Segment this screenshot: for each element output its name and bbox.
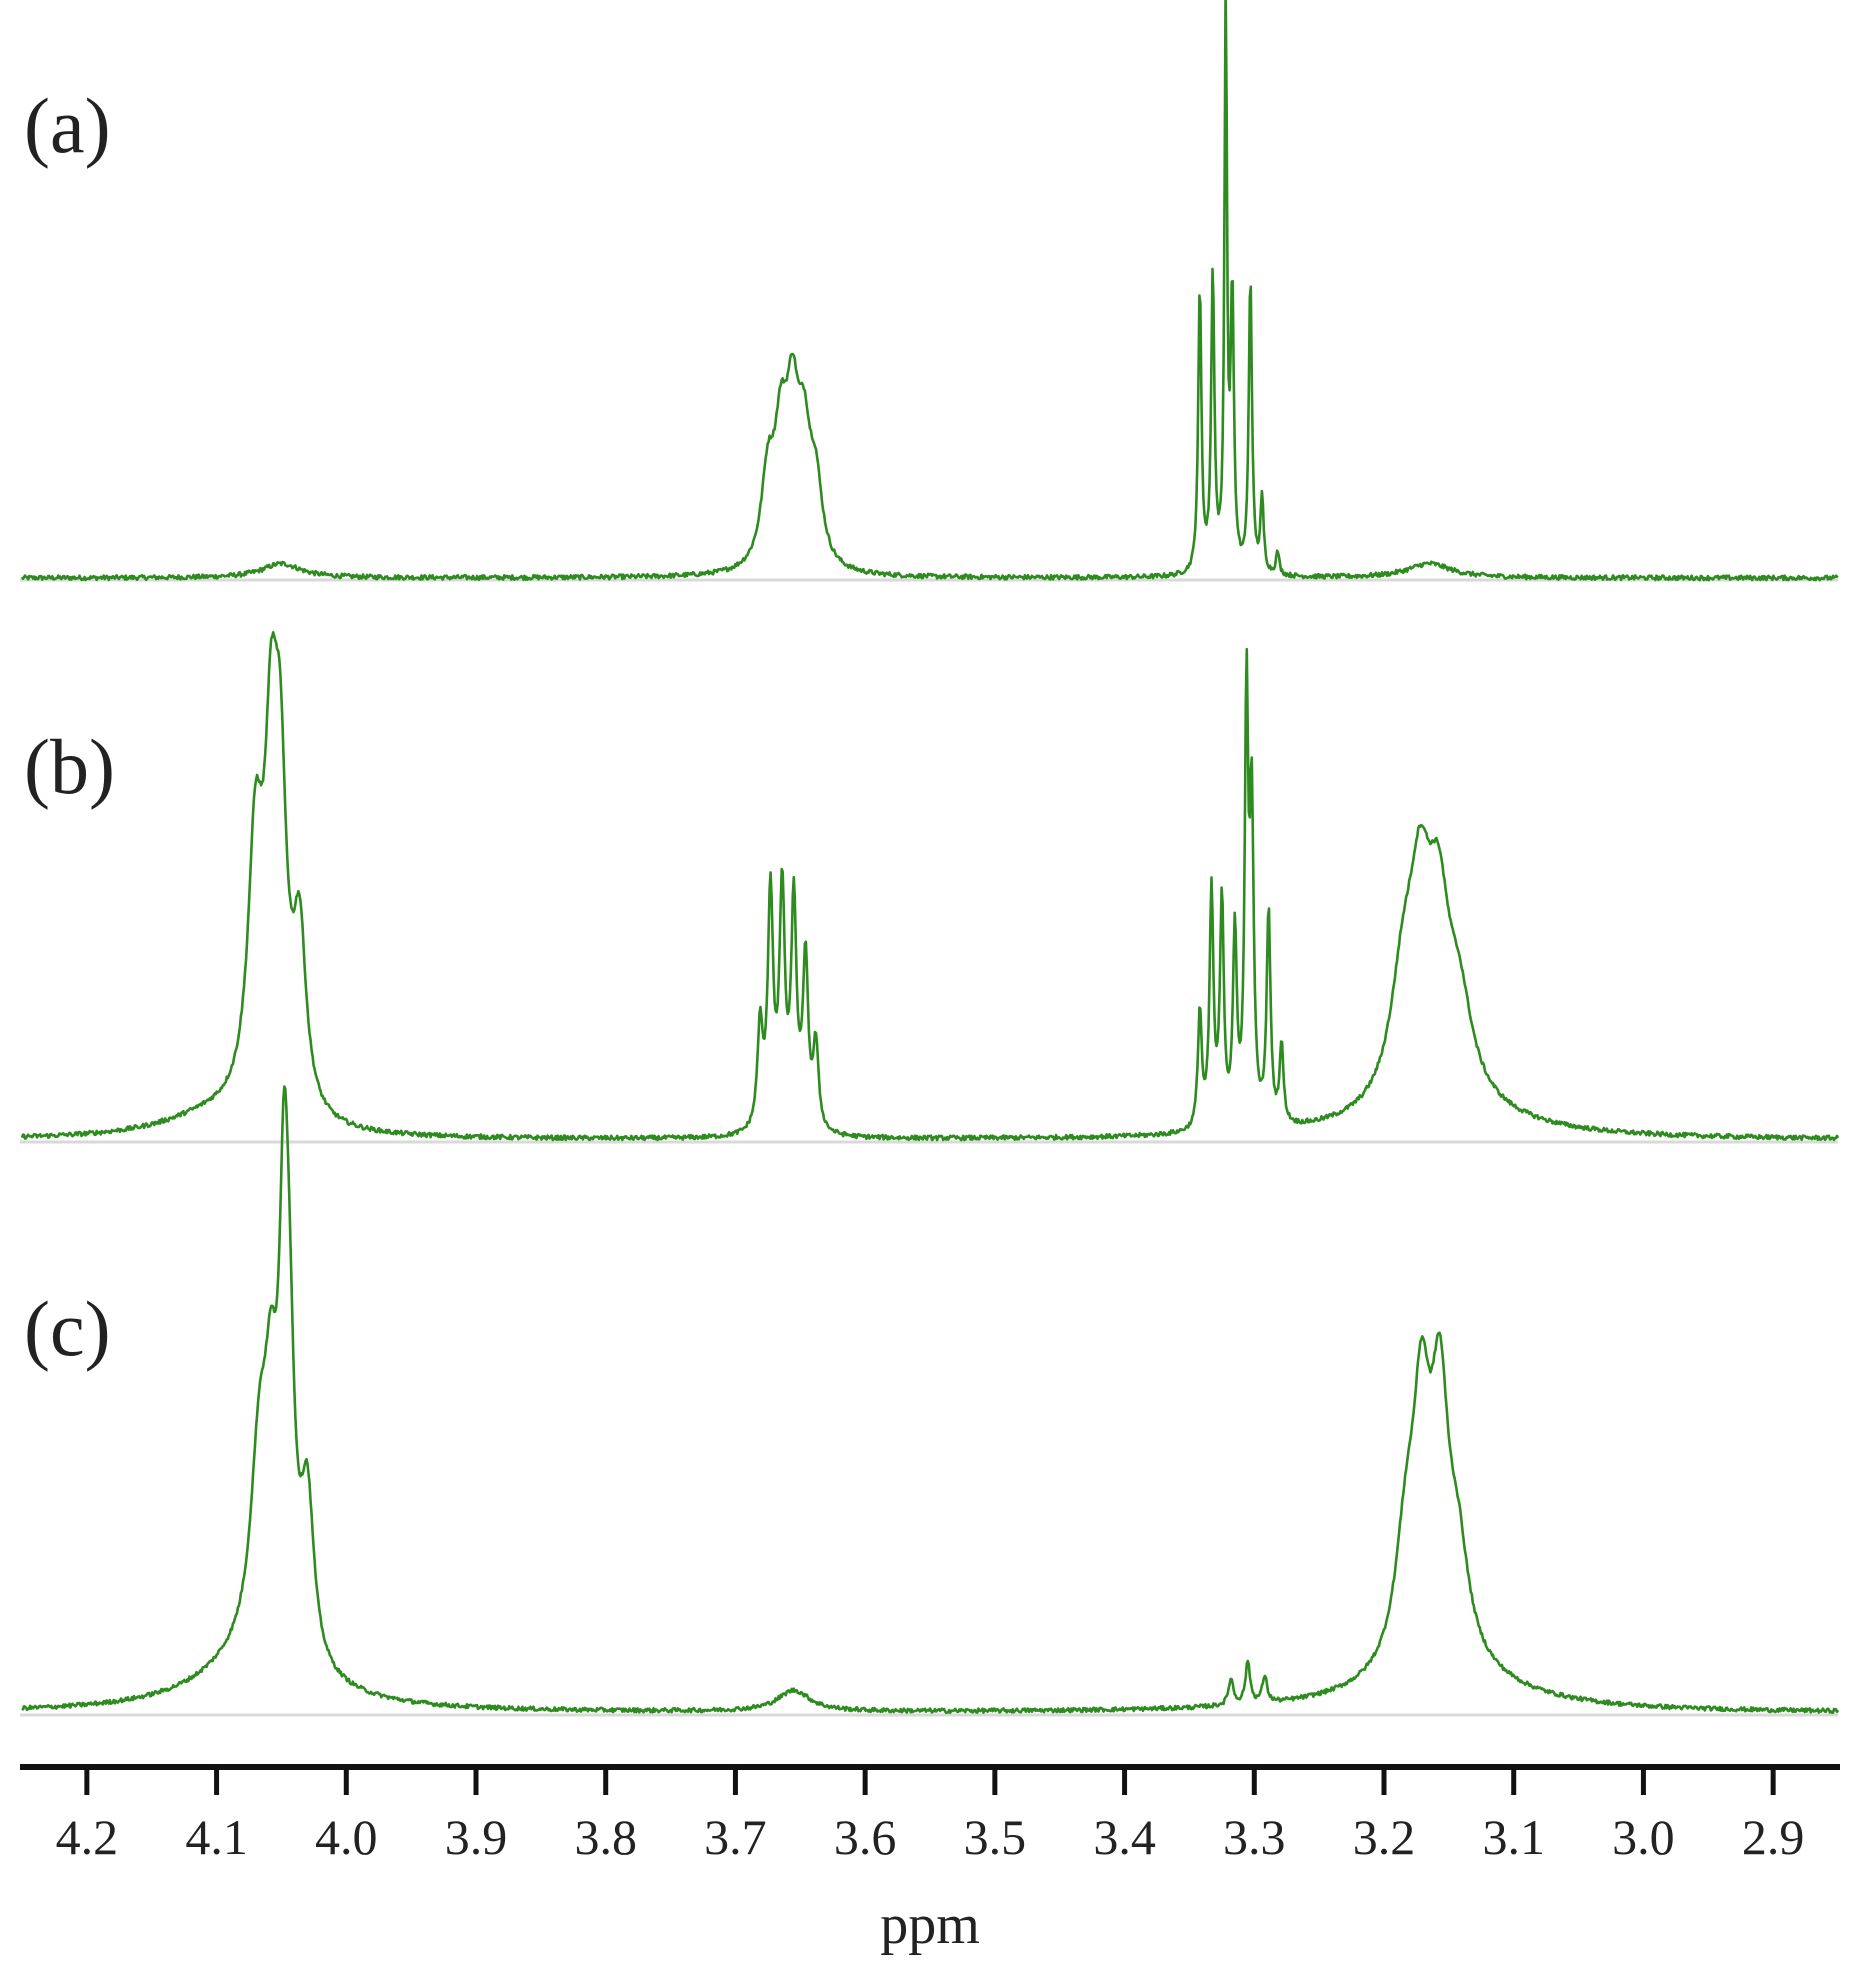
x-tick-label: 3.7 [704, 1809, 767, 1865]
x-tick-label: 3.1 [1482, 1809, 1545, 1865]
x-tick-label: 3.8 [574, 1809, 637, 1865]
x-tick-label: 4.1 [185, 1809, 248, 1865]
x-tick-label: 3.2 [1353, 1809, 1416, 1865]
x-tick-label: 2.9 [1742, 1809, 1805, 1865]
panel-label-1: (a) [24, 82, 111, 169]
spectra-panels: (a) (b) (c) [20, 0, 1840, 1717]
x-tick-label: 4.0 [315, 1809, 378, 1865]
x-axis-label: ppm [880, 1894, 980, 1956]
x-tick-label: 3.6 [834, 1809, 897, 1865]
spectrum-2 [20, 631, 1840, 1142]
x-tick-label: 3.3 [1223, 1809, 1286, 1865]
spectrum-1 [20, 0, 1839, 582]
spectrum-3 [21, 1085, 1840, 1715]
x-tick-label: 3.0 [1612, 1809, 1675, 1865]
x-tick-label: 3.4 [1093, 1809, 1156, 1865]
panel-label-2: (b) [24, 723, 115, 810]
x-tick-label: 3.5 [964, 1809, 1027, 1865]
x-tick-label: 4.2 [56, 1809, 119, 1865]
x-tick-label: 3.9 [445, 1809, 508, 1865]
panel-label-3: (c) [24, 1285, 111, 1372]
x-axis: 4.2 4.1 4.0 3.9 3.8 3.7 3.6 3.5 3.4 3.3 3.2 3.1 3.0 2… [20, 1764, 1840, 1865]
